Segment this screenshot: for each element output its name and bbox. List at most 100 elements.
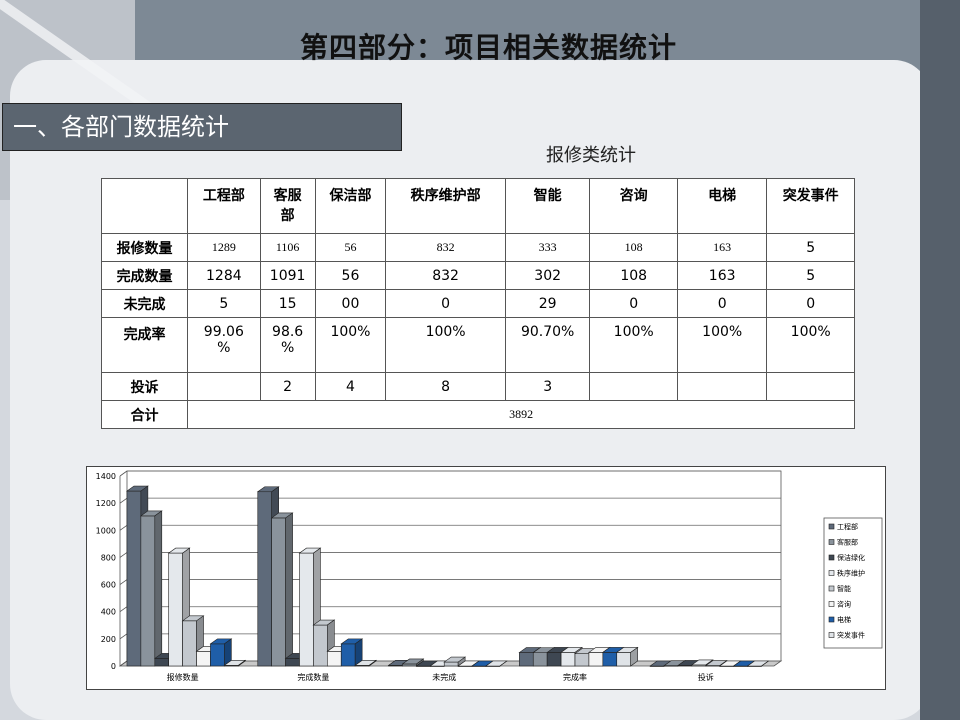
table-cell: 333 (504, 233, 591, 262)
cell-text: 8 (441, 378, 451, 395)
total-value: 3892 (187, 400, 855, 429)
table-cell: 3 (504, 372, 591, 401)
legend-label: 电梯 (837, 615, 851, 624)
cell-text: 保洁部 (329, 188, 372, 204)
column-header: 智能 (504, 178, 591, 234)
cell-text: 3 (543, 378, 553, 395)
cell-text: 5 (806, 239, 816, 256)
y-tick-label: 800 (101, 553, 116, 562)
legend-label: 工程部 (837, 522, 858, 531)
table-row: 报修数量 1289 1106 56 832 333 108 163 5 (100, 233, 855, 262)
bar (616, 652, 631, 667)
table-cell (187, 372, 261, 401)
legend-label: 智能 (837, 584, 851, 593)
cell-text: 108 (620, 267, 648, 284)
table-cell: 5 (187, 289, 261, 318)
bar (313, 624, 328, 667)
cell-text: 56 (344, 240, 357, 254)
cell-text: 302 (534, 267, 562, 284)
cell-text: 0 (629, 295, 639, 312)
cell-text: 突发事件 (782, 188, 839, 204)
legend-label: 突发事件 (837, 631, 865, 640)
x-category-label: 完成率 (563, 672, 587, 682)
legend-swatch (828, 585, 835, 592)
gridline-depth (119, 497, 128, 504)
table-cell: 0 (589, 289, 678, 318)
gridline-depth (119, 633, 128, 640)
bar (182, 620, 197, 667)
legend-label: 秩序维护 (837, 569, 865, 578)
legend-label: 客服部 (837, 538, 858, 547)
total-label: 合计 (100, 400, 189, 429)
cell-text: 5 (219, 295, 229, 312)
y-tick-label: 1000 (96, 526, 116, 535)
table-cell: 5 (766, 261, 855, 290)
cell-text: 100% (613, 324, 654, 340)
table-cell: 99.06% (187, 317, 261, 373)
table-cell: 90.70% (504, 317, 591, 373)
x-category-label: 报修数量 (167, 672, 199, 682)
cell-text: 100% (790, 324, 831, 340)
cell-text: 29 (538, 295, 557, 312)
cell-text: 100% (702, 324, 743, 340)
table-cell: 4 (314, 372, 387, 401)
table-row: 完成数量 1284 1091 56 832 302 108 163 5 (100, 261, 855, 290)
row-label: 完成数量 (100, 261, 189, 290)
table-cell: 100% (676, 317, 768, 373)
cell-text: 90.70% (520, 324, 575, 340)
bar (588, 652, 604, 667)
x-category-label: 未完成 (432, 672, 456, 682)
cell-text: % (217, 340, 231, 356)
table-cell: 1284 (187, 261, 261, 290)
cell-text: 832 (432, 267, 459, 284)
cell-text: % (280, 340, 295, 356)
table-cell: 15 (259, 289, 316, 318)
cell-text: 0 (717, 295, 727, 312)
row-label: 投诉 (100, 372, 189, 401)
column-header: 工程部 (187, 178, 261, 234)
legend-label: 咨询 (837, 600, 851, 609)
cell-text: 0 (441, 295, 451, 312)
table-cell: 163 (676, 233, 768, 262)
bar (402, 663, 417, 667)
bar (210, 643, 225, 667)
cell-text: 163 (713, 240, 732, 254)
table-cell (766, 372, 855, 401)
bar (154, 658, 170, 667)
table-cell: 100% (589, 317, 678, 373)
table-row: 完成率 99.06% 98.6% 100% 100% 90.70% 100% 100% 100% (100, 317, 855, 373)
legend-swatch (828, 632, 835, 638)
column-header: 秩序维护部 (385, 178, 506, 234)
y-tick-label: 1200 (96, 499, 116, 508)
cell-text: 100% (425, 324, 466, 340)
y-tick-label: 200 (101, 635, 116, 644)
table-cell: 8 (385, 372, 506, 401)
bar-side (154, 510, 163, 667)
legend-swatch (828, 616, 835, 623)
gridline-depth (119, 579, 128, 585)
cell-text: 333 (538, 240, 557, 254)
column-header: 咨询 (589, 178, 678, 234)
total-row: 合计 3892 (100, 400, 855, 429)
legend-swatch (828, 554, 835, 561)
bar-chart: 0 200 400 600 800 1000 1200 1400 报修数量 完成数量 未完成 完成率 投… (86, 466, 886, 690)
bar (560, 652, 576, 667)
bar (532, 652, 548, 667)
cell-text: 99.06 (203, 324, 244, 340)
cell-text: 客服 (273, 188, 302, 204)
bar (574, 653, 590, 667)
bar (546, 652, 562, 667)
table-header-row: 工程部 客服部保洁部 秩序维护部 智能 咨询 电梯 突发事件 (100, 178, 855, 234)
table-cell (589, 372, 678, 401)
table-cell: 163 (676, 261, 768, 290)
chart-back-wall (126, 470, 782, 662)
bar (443, 661, 459, 667)
y-tick-label: 600 (101, 581, 116, 590)
cell-text: 电梯 (708, 188, 737, 204)
gridline-depth (119, 552, 128, 558)
table-cell: 1289 (187, 233, 261, 262)
cell-text: 56 (341, 267, 360, 284)
cell-text: 5 (806, 267, 816, 284)
table-cell: 0 (676, 289, 768, 318)
gridline-depth (119, 660, 128, 667)
